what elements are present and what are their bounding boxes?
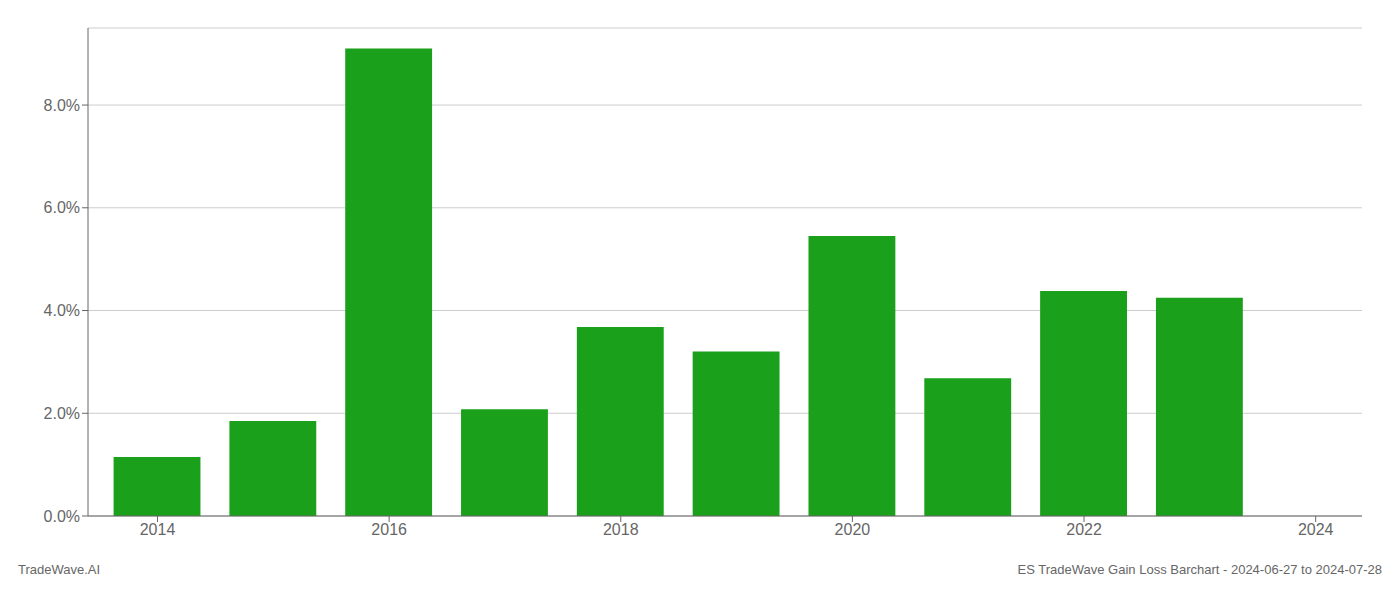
svg-text:2018: 2018 <box>603 521 639 538</box>
svg-text:2016: 2016 <box>371 521 407 538</box>
svg-text:8.0%: 8.0% <box>44 97 80 114</box>
svg-text:2022: 2022 <box>1066 521 1102 538</box>
svg-text:2014: 2014 <box>140 521 176 538</box>
svg-text:4.0%: 4.0% <box>44 302 80 319</box>
svg-text:2024: 2024 <box>1298 521 1334 538</box>
svg-text:2.0%: 2.0% <box>44 405 80 422</box>
html-text:ES TradeWave Gain Loss Barchar: ES TradeWave Gain Loss Barchart - 2024-0… <box>1017 562 1382 577</box>
svg-text:2020: 2020 <box>835 521 871 538</box>
html-text:TradeWave.AI: TradeWave.AI <box>18 562 101 577</box>
svg-text:0.0%: 0.0% <box>44 508 80 525</box>
svg-text:6.0%: 6.0% <box>44 199 80 216</box>
